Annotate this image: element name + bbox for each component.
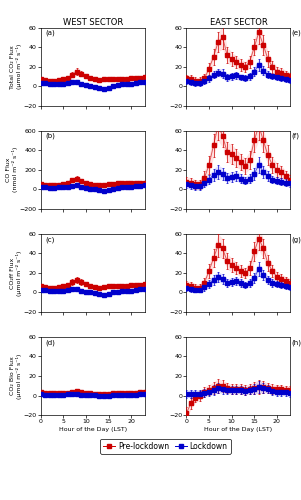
X-axis label: Hour of the Day (LST): Hour of the Day (LST) [59, 427, 127, 432]
Text: (d): (d) [46, 339, 56, 345]
Title: EAST SECTOR: EAST SECTOR [209, 18, 267, 26]
Text: (c): (c) [46, 236, 55, 242]
Legend: Pre-lockdown, Lockdown: Pre-lockdown, Lockdown [100, 438, 231, 454]
Text: (h): (h) [291, 339, 301, 345]
Text: (e): (e) [291, 30, 301, 36]
Title: WEST SECTOR: WEST SECTOR [63, 18, 123, 26]
Text: (a): (a) [46, 30, 56, 36]
X-axis label: Hour of the Day (LST): Hour of the Day (LST) [204, 427, 272, 432]
Y-axis label: CO₂ Bio Flux
(μmol m⁻² s⁻¹): CO₂ Bio Flux (μmol m⁻² s⁻¹) [10, 354, 22, 399]
Y-axis label: Total CO₂ Flux
(μmol m⁻² s⁻¹): Total CO₂ Flux (μmol m⁻² s⁻¹) [10, 44, 22, 90]
Text: (g): (g) [291, 236, 301, 242]
Text: (f): (f) [291, 133, 299, 140]
Y-axis label: CO₂ff Flux
(μmol m⁻² s⁻¹): CO₂ff Flux (μmol m⁻² s⁻¹) [10, 250, 22, 296]
Text: (b): (b) [46, 133, 56, 140]
Y-axis label: CO Flux
(nmol m⁻² s⁻¹): CO Flux (nmol m⁻² s⁻¹) [6, 147, 18, 192]
